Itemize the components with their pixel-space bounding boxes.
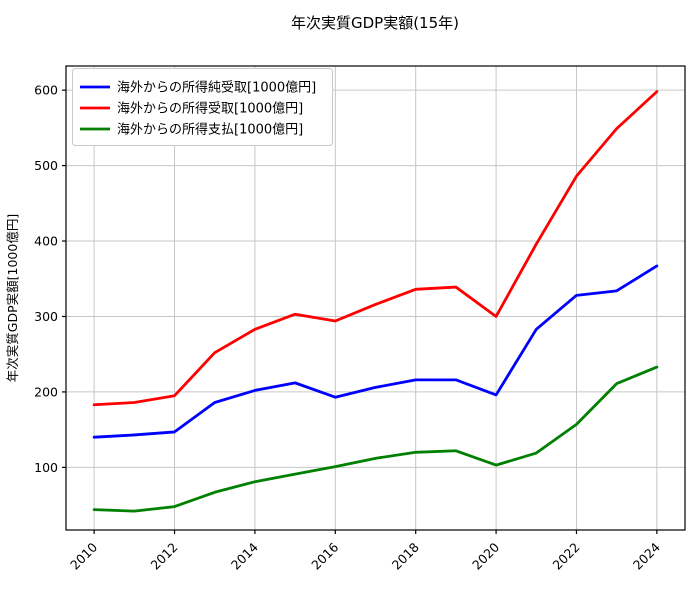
y-tick-label: 200 [34, 384, 58, 399]
legend-label: 海外からの所得支払[1000億円] [117, 122, 303, 138]
legend-item: 海外からの所得受取[1000億円] [80, 101, 303, 117]
legend-label: 海外からの所得受取[1000億円] [117, 101, 303, 117]
x-tick-label: 2024 [630, 539, 663, 572]
x-tick-label: 2012 [148, 540, 181, 573]
grid-layer [66, 66, 685, 530]
series-line-0 [92, 264, 659, 439]
x-tick-label: 2014 [228, 539, 261, 572]
tick-layer: 100 200 300 400 500 600 2010 2012 2014 2016 2018 20… [34, 83, 663, 573]
chart-title: 年次実質GDP実額(15年) [291, 14, 459, 32]
y-tick-label: 500 [34, 158, 58, 173]
legend: 海外からの所得純受取[1000億円] 海外からの所得受取[1000億円] 海外からの… [72, 68, 333, 146]
plot-border [65, 65, 686, 531]
legend-box [72, 68, 333, 146]
y-axis-label: 年次実質GDP実額[1000億円] [5, 214, 20, 382]
series-line-2 [92, 365, 659, 513]
legend-label: 海外からの所得純受取[1000億円] [117, 80, 316, 96]
y-tick-label: 600 [34, 83, 58, 98]
x-tick-label: 2010 [67, 539, 100, 572]
y-tick-label: 300 [34, 309, 58, 324]
x-tick-label: 2020 [469, 539, 502, 572]
y-tick-label: 400 [34, 234, 58, 249]
legend-item: 海外からの所得純受取[1000億円] [80, 80, 316, 96]
x-tick-label: 2016 [308, 539, 341, 572]
x-tick-label: 2018 [389, 539, 422, 572]
series-line-1 [92, 90, 659, 407]
series-layer [92, 90, 659, 513]
legend-item: 海外からの所得支払[1000億円] [80, 122, 303, 138]
y-tick-label: 100 [34, 460, 58, 475]
x-tick-label: 2022 [549, 540, 582, 573]
